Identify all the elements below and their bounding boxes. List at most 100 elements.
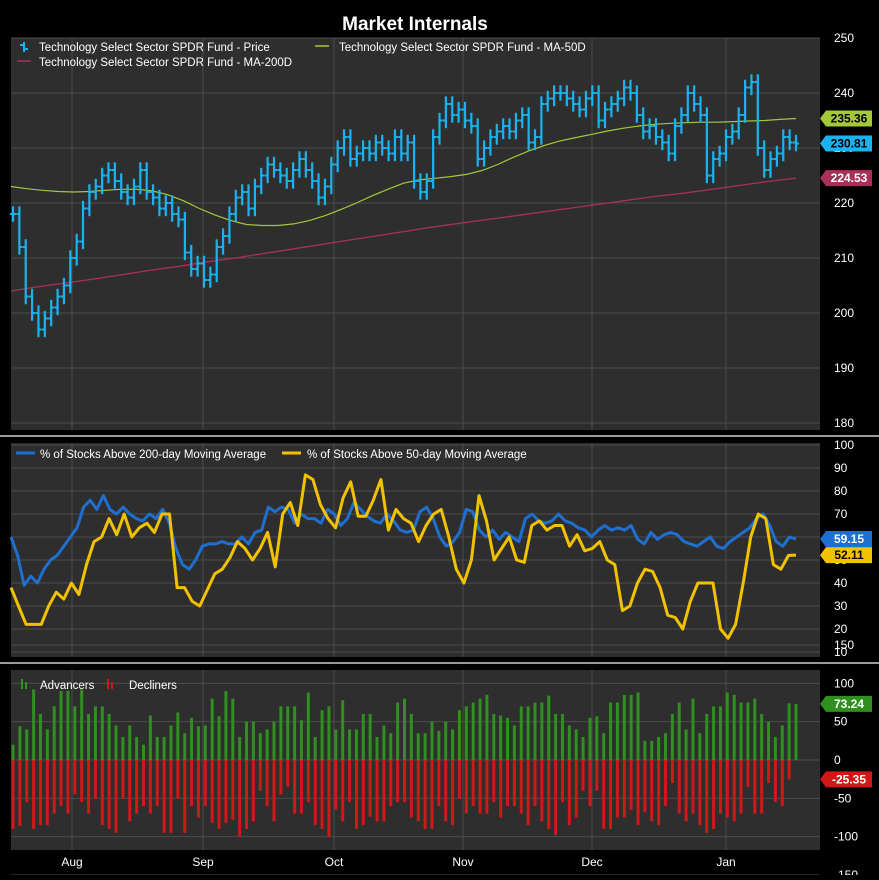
decliners-bar (251, 760, 255, 822)
legend-item-advancers: Advancers (21, 679, 95, 692)
legend-item-price: Technology Select Sector SPDR Fund - Pri… (20, 42, 270, 54)
advancers-bar (334, 729, 338, 760)
advancers-bar (272, 721, 276, 760)
price-bar (124, 184, 131, 206)
legend-label: % of Stocks Above 200-day Moving Average (40, 449, 266, 461)
decliners-bar (753, 760, 757, 814)
decliners-bar (25, 760, 29, 803)
price-bar (213, 239, 220, 283)
last-value-tag: -25.35 (820, 771, 872, 788)
decliners-bar (183, 760, 187, 833)
decliners-bar (547, 760, 551, 829)
price-bar (570, 90, 577, 112)
advancers-bar (629, 694, 633, 760)
price-tick-label: 250 (834, 31, 854, 45)
decliners-bar (327, 760, 331, 837)
advancers-bar (38, 714, 42, 760)
last-value-tag-text: 224.53 (831, 171, 868, 185)
price-bar (474, 118, 481, 167)
legend-label: Technology Select Sector SPDR Fund - MA-… (339, 42, 586, 54)
last-value-labels: 235.36 230.81 224.53 59.15 52.11 73.24 -25.35 (820, 110, 872, 788)
price-bar (48, 299, 55, 327)
decliners-bar (760, 760, 764, 814)
price-bar (372, 134, 379, 162)
decliners-bar (354, 760, 358, 829)
price-bar (614, 90, 621, 112)
price-bar (379, 134, 386, 156)
price-bar (35, 305, 42, 338)
advancers-bar (753, 698, 757, 760)
advancers-bar (691, 698, 695, 760)
breadth-tick-label: 90 (834, 461, 848, 475)
decliners-bar (622, 760, 626, 818)
price-bar (277, 162, 284, 184)
decliners-bar (361, 760, 365, 826)
month-tick-label: Jan (716, 855, 735, 869)
decliners-bar (409, 760, 413, 818)
price-bar (703, 107, 710, 184)
ma50-series (10, 117, 797, 227)
breadth-tick-label: 30 (834, 599, 848, 613)
decliners-bar (382, 760, 386, 822)
advancers-bar (327, 706, 331, 760)
advancers-bar (451, 729, 455, 760)
decliners-bar (554, 760, 558, 836)
advancers-bar (773, 737, 777, 760)
price-bar (137, 162, 144, 195)
last-value-tag: 224.53 (820, 170, 872, 187)
decliners-bar (478, 760, 482, 814)
advancers-bar (602, 733, 606, 760)
decliners-bar (87, 760, 91, 814)
price-bar (150, 184, 157, 206)
price-bar (385, 140, 392, 162)
price-bar (309, 162, 316, 189)
price-bar (226, 206, 233, 244)
breadth-tick-label: 20 (834, 622, 848, 636)
price-bar (366, 140, 373, 162)
price-bar (710, 151, 717, 184)
month-tick-label: Nov (452, 855, 473, 869)
advancers-bar (499, 715, 503, 760)
decliners-bar (451, 760, 455, 826)
advancers-bar (430, 721, 434, 760)
advancers-bar (416, 733, 420, 760)
price-bar (532, 129, 538, 151)
decliners-bar (767, 760, 771, 783)
price-bar (10, 206, 16, 222)
decliners-bar (526, 760, 530, 826)
price-tick-label: 180 (834, 416, 854, 430)
month-tick-label: Oct (325, 855, 344, 869)
decliners-bar (574, 760, 578, 818)
decliners-bar (155, 760, 159, 806)
advancers-bar (712, 706, 716, 760)
price-bar (621, 79, 628, 107)
decliners-bar (279, 760, 283, 795)
price-bar (563, 85, 570, 107)
advancers-bar (554, 714, 558, 760)
decliners-bar (320, 760, 324, 829)
decliners-bar (299, 760, 303, 814)
ad-tick-label: 0 (834, 753, 841, 767)
advancers-bar (622, 694, 626, 760)
decliners-bar (231, 760, 235, 820)
decliners-bar (162, 760, 166, 833)
price-bar (678, 107, 685, 134)
price-bar (264, 156, 271, 184)
month-tick-label: Dec (581, 855, 602, 869)
advancers-bar (409, 714, 413, 760)
price-bar (347, 129, 354, 167)
breadth-tick-label: 70 (834, 507, 848, 521)
advancers-bar (547, 695, 551, 760)
decliners-bar (664, 760, 667, 806)
advancers-bar (657, 737, 661, 760)
decliners-bar (169, 760, 173, 833)
price-bar (506, 118, 513, 140)
price-bar (181, 211, 188, 261)
month-tick-label: Aug (61, 855, 82, 869)
decliners-bar (368, 760, 372, 817)
decliners-bar (780, 760, 784, 806)
decliners-bar (135, 760, 139, 814)
advance-decline-legend: Advancers Decliners (21, 679, 177, 692)
advancers-bar (293, 706, 297, 760)
advance-decline-bars (11, 689, 798, 837)
